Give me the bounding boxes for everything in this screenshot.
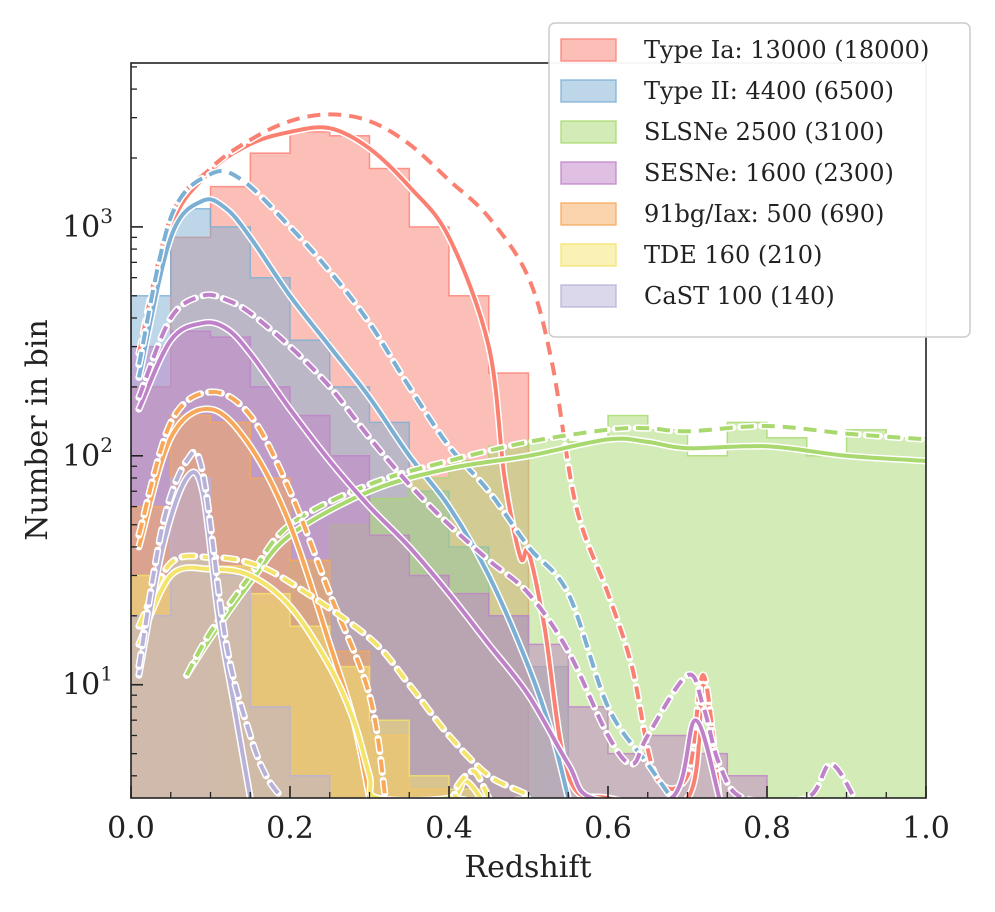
- legend-swatch: [560, 202, 617, 226]
- x-tick-label: 1.0: [902, 811, 950, 846]
- legend-swatch: [560, 120, 617, 144]
- series-3-solid-curve: [137, 320, 722, 798]
- legend-item: TDE 160 (210): [560, 241, 822, 269]
- legend-item: Type Ia: 13000 (18000): [560, 36, 929, 64]
- series-1-solid-curve: [136, 197, 571, 798]
- legend-item: SLSNe 2500 (3100): [560, 118, 884, 146]
- y-tick-exponent: 3: [100, 204, 113, 228]
- series-6-solid-curve: [136, 470, 253, 798]
- x-tick-label: 0.2: [266, 811, 314, 846]
- y-tick-base: 10: [62, 439, 100, 474]
- legend-label: SESNe: 1600 (2300): [644, 159, 894, 187]
- series-6-dashed-curve: [136, 449, 284, 798]
- legend-label: Type II: 4400 (6500): [644, 77, 894, 105]
- x-tick-label: 0.4: [425, 811, 473, 846]
- legend-item: SESNe: 1600 (2300): [560, 159, 894, 187]
- legend-swatch: [560, 243, 617, 267]
- x-tick-label: 0.6: [584, 811, 632, 846]
- y-tick-label: 103: [62, 204, 113, 245]
- legend: Type Ia: 13000 (18000) Type II: 4400 (650…: [548, 22, 971, 338]
- y-tick-exponent: 1: [100, 662, 113, 686]
- legend-item: Type II: 4400 (6500): [560, 77, 894, 105]
- series-2-dashed-curve: [184, 423, 926, 677]
- series-0-solid-curve: [136, 125, 722, 798]
- histograms: [131, 131, 926, 798]
- y-tick-label: 101: [62, 662, 113, 703]
- y-tick-label: 102: [62, 433, 113, 474]
- y-axis-label: Number in bin: [20, 319, 55, 540]
- legend-swatch: [560, 161, 617, 185]
- y-tick-base: 10: [62, 668, 100, 703]
- legend-swatch: [560, 79, 617, 103]
- series-2-solid-curve: [185, 436, 926, 677]
- legend-swatch: [560, 38, 617, 62]
- x-tick-label: 0.8: [743, 811, 791, 846]
- legend-item: CaST 100 (140): [560, 282, 835, 310]
- legend-label: Type Ia: 13000 (18000): [644, 36, 929, 64]
- series-3-dashed-curve: [137, 292, 857, 798]
- x-axis-label: Redshift: [464, 850, 591, 885]
- series-1-dashed-curve: [136, 168, 674, 798]
- legend-label: SLSNe 2500 (3100): [644, 118, 884, 146]
- legend-label: TDE 160 (210): [644, 241, 822, 269]
- curves: [135, 110, 926, 798]
- legend-label: CaST 100 (140): [644, 282, 835, 310]
- x-tick-label: 0.0: [107, 811, 155, 846]
- series-0-dashed-curve: [136, 112, 722, 798]
- legend-label: 91bg/Iax: 500 (690): [644, 200, 884, 228]
- plot-content: [131, 110, 926, 798]
- legend-swatch: [560, 284, 617, 308]
- legend-item: 91bg/Iax: 500 (690): [560, 200, 884, 228]
- ticks: [130, 66, 927, 798]
- y-tick-exponent: 2: [100, 433, 113, 457]
- legend-box: [548, 22, 971, 338]
- series-4-dashed-curve: [136, 389, 388, 798]
- y-tick-base: 10: [62, 210, 100, 245]
